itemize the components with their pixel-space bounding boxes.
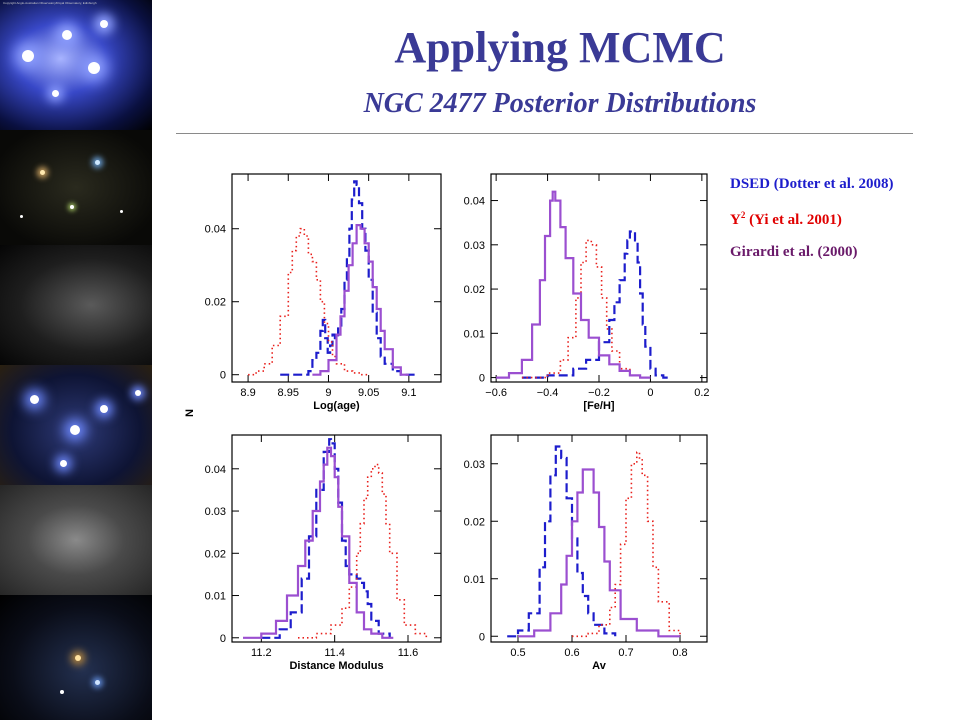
series-line-girardi [243,446,394,639]
x-tick-label: 0.2 [694,387,709,399]
plot-frame [490,434,708,643]
y-tick-label: 0.04 [464,196,485,208]
y-tick-label: 0 [479,373,485,385]
y-tick-label: 0.04 [205,224,226,236]
x-tick-label: 0.5 [510,647,525,659]
y-tick-label: 0.02 [464,516,485,528]
legend-item-dsed: DSED (Dotter et al. 2008) [730,176,893,193]
series-line-girardi [312,224,409,376]
legend-label-girardi: Girardi et al. (2000) [730,244,858,260]
x-tick-label: −0.4 [537,387,559,399]
x-axis-label: Log(age) [313,400,360,412]
series-line-y2 [248,227,369,376]
x-tick-label: 0.6 [564,647,579,659]
y-tick-label: 0.03 [205,506,226,518]
x-tick-label: 9.05 [358,387,379,399]
legend-label-y2-sup: 2 [740,210,746,220]
plot-frame [231,173,442,383]
series-line-dsed [280,180,417,376]
series-line-dsed [261,438,391,639]
y-tick-label: 0 [479,631,485,643]
panel-log-age: 8.9 8.95 9 9.05 9.1 0 0.02 0.04 Log(age) [205,173,442,412]
x-axis-label: [Fe/H] [583,400,615,412]
panel-fe-h: −0.6 −0.4 −0.2 0 0.2 0 0.01 0.02 0.03 0.04 [Fe/H] [464,173,710,412]
y-tick-label: 0.03 [464,240,485,252]
x-axis-label: Distance Modulus [289,660,383,672]
y-tick-label: 0.01 [464,574,485,586]
cluster-photo-6 [0,595,152,720]
x-tick-label: 0 [647,387,653,399]
series-line-y2 [521,239,651,379]
series-line-dsed [521,230,671,379]
series-line-girardi [518,468,680,638]
panel-distance-modulus: 11.2 11.4 11.6 0 0.01 0.02 0.03 0.04 Distance Mo… [205,434,442,672]
open-cluster-photo-2 [0,130,152,245]
pleiades-photo-4 [0,365,152,485]
series-line-dsed [507,445,617,638]
slide-title: Applying MCMC [394,23,726,72]
globular-cluster-photo-5 [0,485,152,595]
y-tick-label: 0.04 [205,464,226,476]
legend-item-y2: Y2 (Yi et al. 2001) [730,210,842,229]
legend-label-y2-base: Y [730,212,741,228]
title-divider [176,133,913,134]
x-tick-label: 9 [325,387,331,399]
x-tick-label: 8.9 [240,387,255,399]
legend-item-girardi: Girardi et al. (2000) [730,244,857,261]
photo-credit: Copyright Anglo-Australian Observatory/R… [3,1,97,5]
y-tick-label: 0 [220,370,226,382]
y-tick-label: 0.02 [205,548,226,560]
x-tick-label: −0.2 [588,387,610,399]
dense-cluster-photo-3 [0,245,152,365]
y-tick-label: 0.02 [205,297,226,309]
x-axis-label: Av [592,660,607,672]
slide-subtitle: NGC 2477 Posterior Distributions [363,88,757,119]
x-tick-label: −0.6 [485,387,507,399]
x-tick-label: 0.7 [618,647,633,659]
x-tick-label: 9.1 [401,387,416,399]
legend-label-dsed: DSED (Dotter et al. 2008) [730,176,894,192]
x-tick-label: 8.95 [278,387,299,399]
pleiades-photo: Copyright Anglo-Australian Observatory/R… [0,0,152,130]
y-tick-label: 0.01 [205,591,226,603]
x-tick-label: 11.4 [324,647,345,659]
x-tick-label: 0.8 [672,647,687,659]
x-tick-label: 11.2 [251,647,272,659]
plot-frame [231,434,442,643]
x-tick-label: 11.6 [398,647,419,659]
y-tick-label: 0.03 [464,459,485,471]
photo-strip: Copyright Anglo-Australian Observatory/R… [0,0,152,720]
y-tick-label: 0.01 [464,328,485,340]
series-line-girardi [496,190,651,379]
y-tick-label: 0 [220,633,226,645]
legend-label-y2-rest: (Yi et al. 2001) [745,212,842,228]
shared-ylabel: N [184,409,196,417]
y-tick-label: 0.02 [464,284,485,296]
panel-av: 0.5 0.6 0.7 0.8 0 0.01 0.02 0.03 Av [464,434,708,672]
